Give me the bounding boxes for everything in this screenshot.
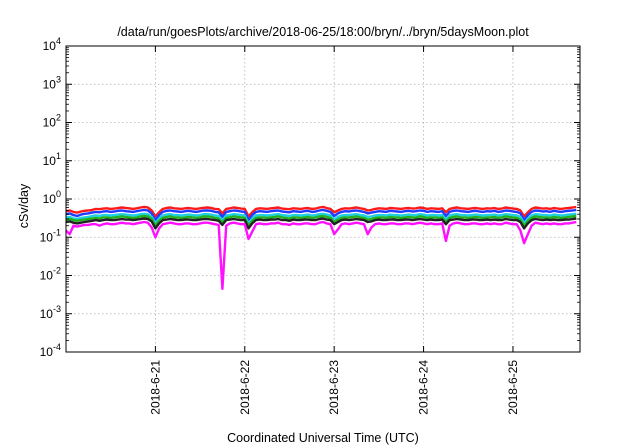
series-group (65, 205, 577, 290)
y-tick-label: 102 (43, 113, 61, 130)
y-tick-label: 104 (43, 36, 61, 53)
x-tick-label: 2018-6-25 (506, 360, 520, 415)
y-axis-label: cSv/day (17, 183, 31, 228)
y-tick-label: 10-1 (40, 227, 61, 244)
y-tick-label: 100 (43, 189, 61, 206)
y-tick-label: 101 (43, 151, 61, 168)
y-tick-label: 103 (43, 74, 61, 91)
x-tick-label: 2018-6-24 (417, 360, 431, 415)
series-line-5 (65, 217, 577, 230)
y-axis: 10-4 10-3 10-2 10-1 100 101 102 103 104 (40, 36, 580, 359)
grid (66, 46, 580, 352)
x-tick-label: 2018-6-23 (327, 360, 341, 415)
series-line-1 (65, 205, 577, 218)
x-axis: 2018-6-21 2018-6-22 2018-6-23 2018-6-24 2018… (148, 46, 520, 415)
chart-title: /data/run/goesPlots/archive/2018-06-25/1… (117, 25, 529, 39)
series-line-2 (65, 208, 577, 222)
x-tick-label: 2018-6-22 (238, 360, 252, 415)
x-tick-label: 2018-6-21 (148, 360, 162, 415)
y-tick-label: 10-3 (40, 304, 61, 321)
series-line-4 (65, 214, 577, 227)
series-line-3 (65, 212, 577, 225)
y-tick-label: 10-4 (40, 342, 61, 359)
y-tick-label: 10-2 (40, 266, 61, 283)
series-line-6 (65, 220, 577, 290)
x-axis-label: Coordinated Universal Time (UTC) (227, 431, 419, 445)
